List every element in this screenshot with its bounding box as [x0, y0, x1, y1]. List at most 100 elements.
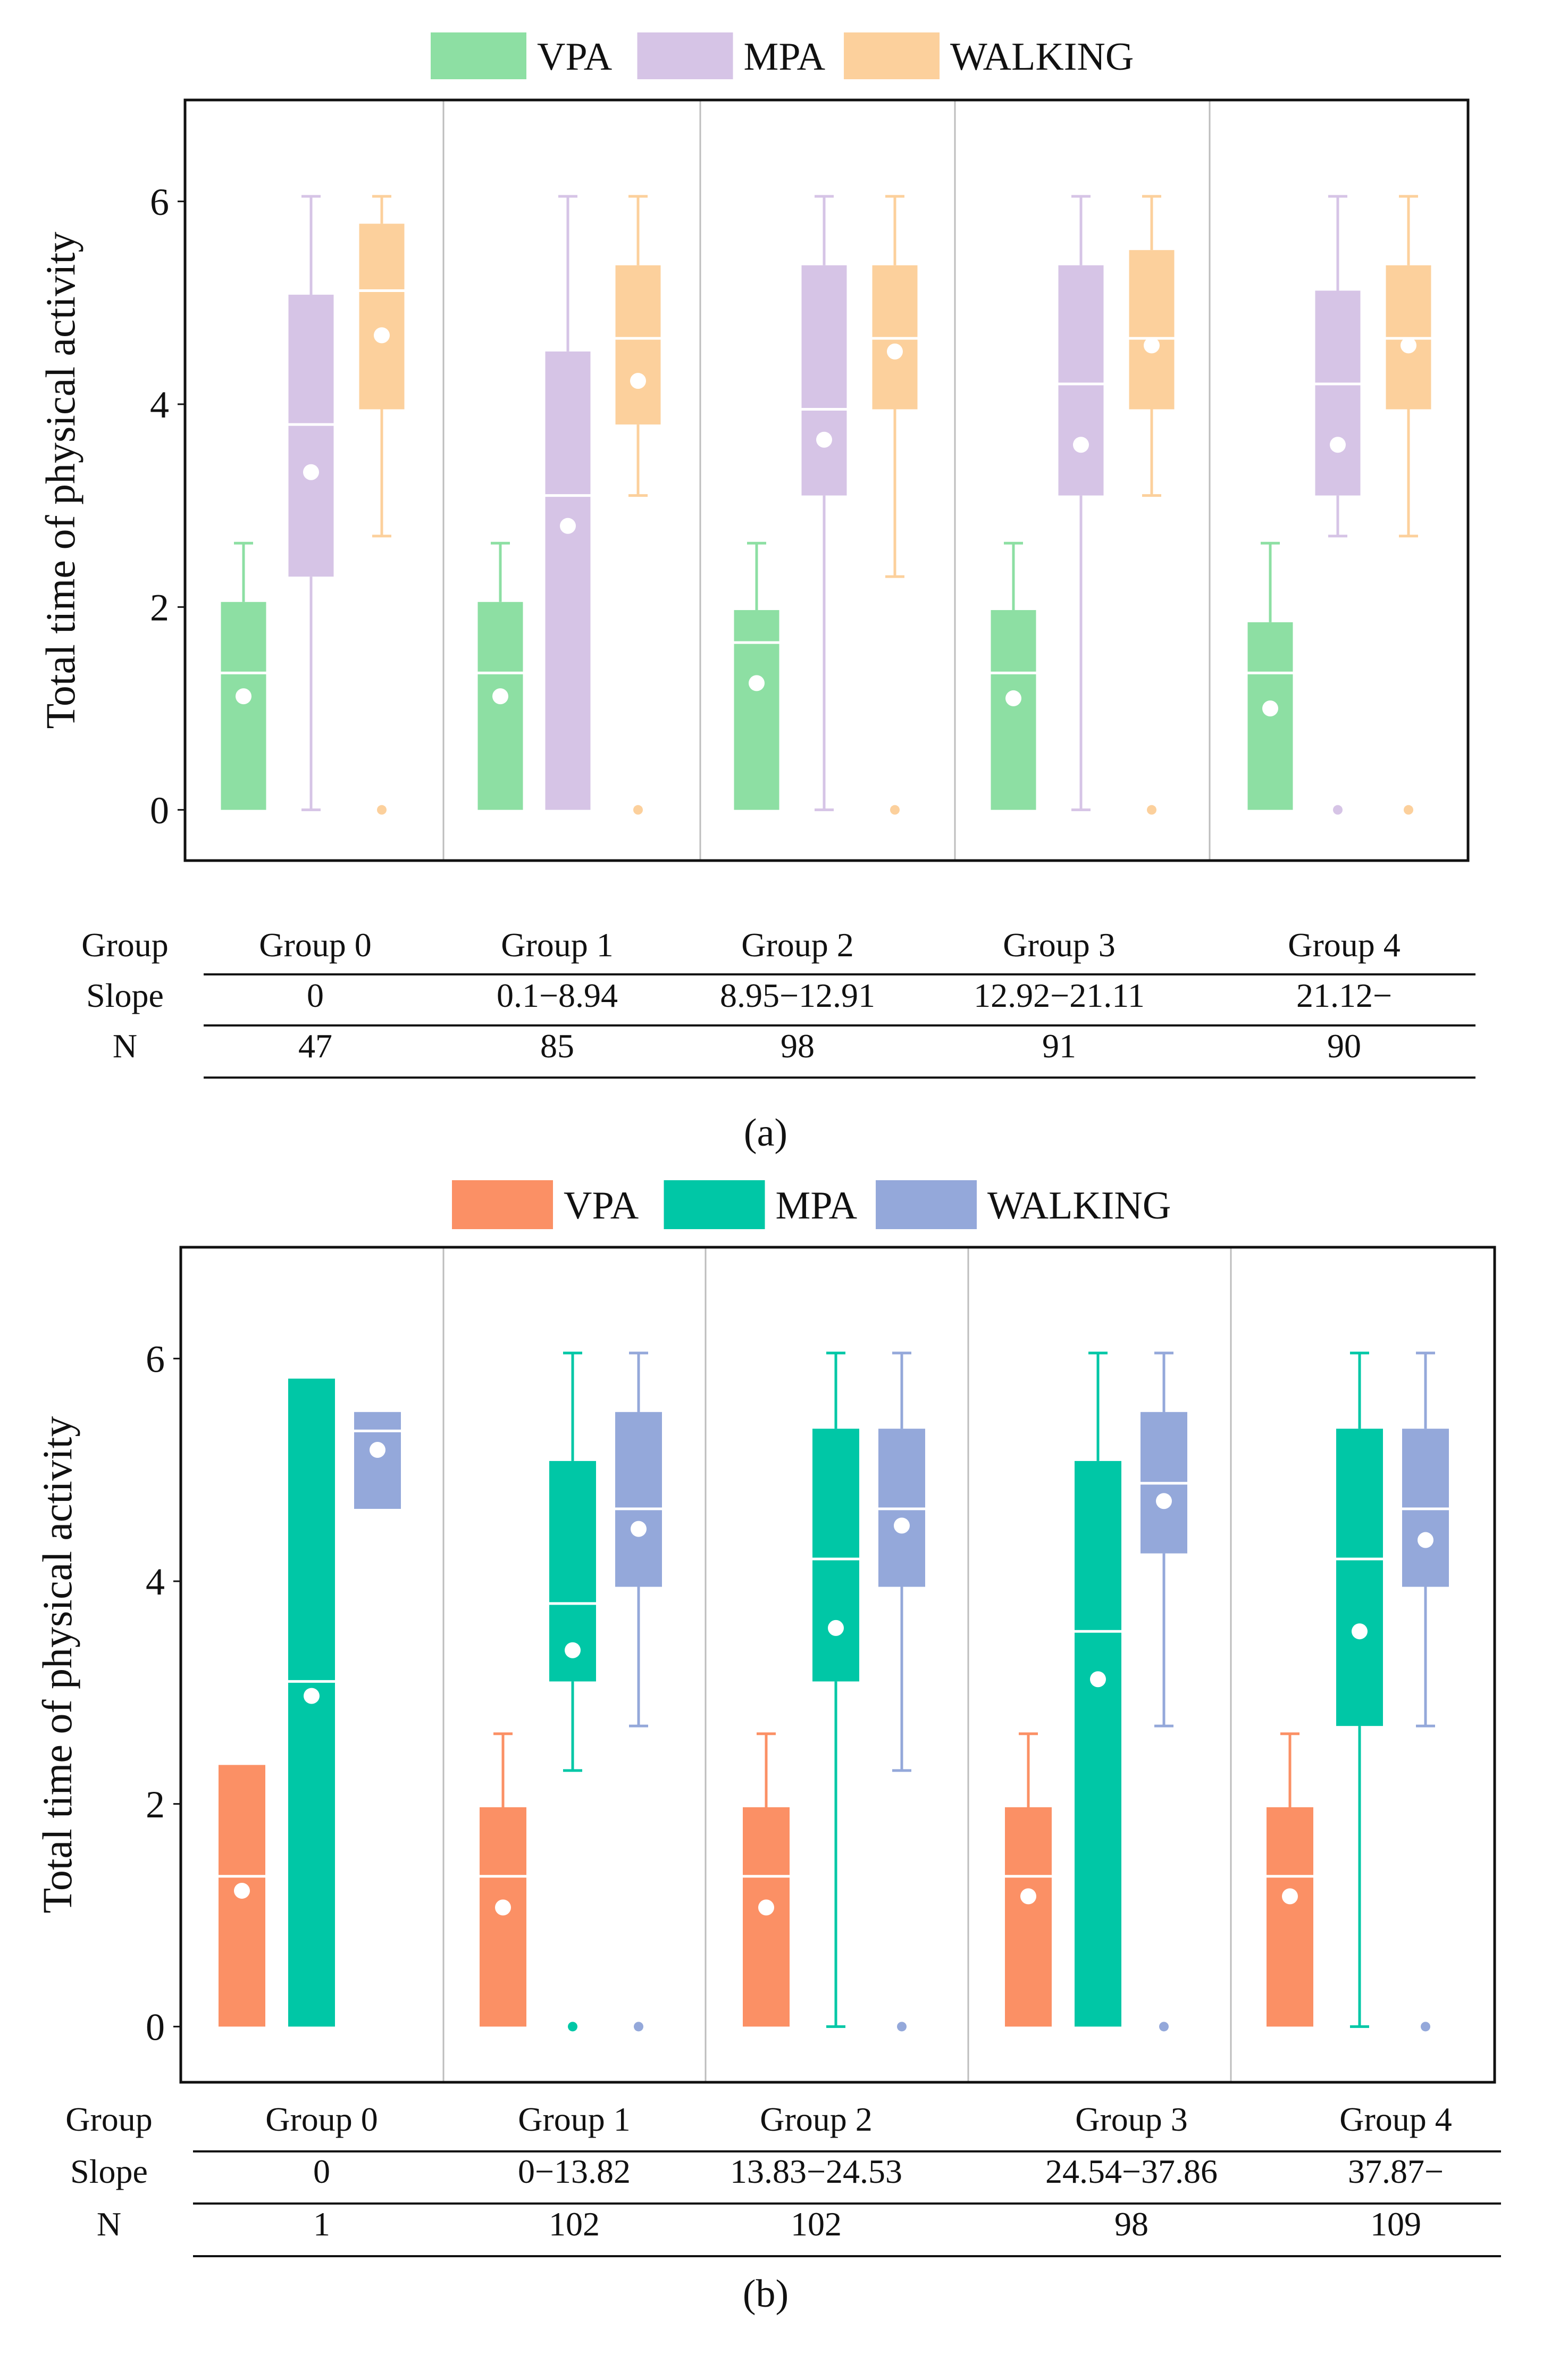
plot-frame [179, 1246, 1496, 2084]
box-iqr [1075, 1461, 1121, 2027]
legend-label-walking: WALKING [950, 35, 1134, 79]
mean-dot [1262, 700, 1278, 716]
y-tick-label: 6 [146, 1338, 165, 1381]
mean-dot [1352, 1623, 1368, 1640]
mean-dot [887, 343, 903, 360]
legend-label-walking: WALKING [987, 1184, 1171, 1228]
mean-dot [303, 464, 319, 480]
box-iqr [734, 610, 779, 810]
panel-caption: (a) [744, 1111, 787, 1155]
table-row-label-group: Group [65, 2100, 153, 2138]
outlier-point [1421, 2022, 1430, 2032]
box-iqr [354, 1412, 401, 1509]
box-walking-group-1 [615, 1351, 662, 2032]
table-row-label-slope: Slope [86, 977, 164, 1014]
table-group-cell: Group 3 [1075, 2100, 1188, 2138]
box-mpa-group-2 [812, 1351, 859, 2028]
legend-swatch-walking [844, 32, 940, 79]
box-walking-group-2 [878, 1351, 925, 2032]
plot-frame [183, 98, 1470, 862]
outlier-point [377, 805, 387, 815]
table-group-cell: Group 2 [741, 926, 854, 964]
box-iqr [615, 1412, 662, 1587]
table-row-label-group: Group [81, 926, 169, 964]
outlier-point [1333, 805, 1343, 815]
box-iqr [1267, 1807, 1313, 2027]
table-group-cell: Group 2 [760, 2100, 873, 2138]
mean-dot [560, 518, 576, 534]
table-row-label-slope: Slope [70, 2152, 148, 2190]
outlier-point [890, 805, 900, 815]
outlier-point [897, 2022, 907, 2032]
mean-dot [1005, 690, 1021, 706]
box-mpa-group-4 [1315, 195, 1361, 815]
legend-swatch-vpa [452, 1180, 553, 1229]
box-iqr [288, 295, 334, 577]
table-group-cell: Group 4 [1288, 926, 1401, 964]
box-walking-group-4 [1402, 1351, 1449, 2032]
box-iqr [1058, 265, 1104, 496]
table-slope-cell: 0 [313, 2152, 330, 2190]
outlier-point [1404, 805, 1413, 815]
mean-dot [1156, 1493, 1172, 1509]
table-group-cell: Group 1 [501, 926, 614, 964]
box-mpa-group-4 [1336, 1351, 1383, 2028]
box-iqr [480, 1807, 526, 2027]
box-vpa-group-1 [480, 1732, 526, 2027]
y-axis-label: Total time of physical activity [37, 232, 83, 729]
box-iqr [359, 223, 405, 410]
mean-dot [370, 1441, 385, 1458]
box-iqr [1129, 250, 1175, 410]
mean-dot [828, 1620, 844, 1636]
y-tick-label: 2 [150, 587, 169, 629]
box-iqr [1315, 290, 1361, 496]
box-mpa-group-0 [288, 195, 334, 812]
y-tick-label: 2 [146, 1783, 165, 1826]
outlier-point [633, 805, 643, 815]
outlier-point [1159, 2022, 1169, 2032]
table-slope-cell: 0.1−8.94 [497, 977, 618, 1014]
y-tick-label: 0 [146, 2006, 165, 2049]
box-vpa-group-4 [1267, 1732, 1313, 2027]
mean-dot [304, 1688, 320, 1704]
box-walking-group-2 [872, 195, 918, 815]
mean-dot [1073, 437, 1089, 453]
table-n-cell: 91 [1042, 1027, 1076, 1065]
box-iqr [477, 602, 523, 810]
table-n-cell: 85 [540, 1027, 574, 1065]
mean-dot [234, 1882, 250, 1899]
table-group-cell: Group 0 [259, 926, 372, 964]
box-mpa-group-1 [549, 1351, 596, 2032]
box-iqr [221, 602, 266, 810]
box-walking-group-0 [354, 1412, 401, 1509]
mean-dot [758, 1899, 774, 1916]
box-iqr [545, 351, 591, 810]
box-mpa-group-2 [801, 195, 847, 812]
legend-label-vpa: VPA [564, 1184, 639, 1228]
panel-caption: (b) [743, 2272, 789, 2316]
mean-dot [495, 1899, 511, 1916]
table-n-cell: 47 [298, 1027, 332, 1065]
table-n-cell: 102 [791, 2205, 842, 2243]
y-tick-label: 6 [150, 181, 169, 223]
box-walking-group-3 [1141, 1351, 1187, 2032]
table-n-cell: 1 [313, 2205, 330, 2243]
table-slope-cell: 13.83−24.53 [730, 2152, 902, 2190]
box-mpa-group-1 [545, 195, 591, 810]
legend: VPA MPA WALKING [431, 32, 1134, 79]
outlier-point [634, 2022, 643, 2032]
table-row-label-n: N [113, 1027, 137, 1065]
outlier-point [1147, 805, 1156, 815]
box-vpa-group-2 [734, 541, 779, 810]
legend-swatch-walking [876, 1180, 977, 1229]
mean-dot [630, 373, 646, 389]
legend-swatch-vpa [431, 32, 526, 79]
mean-dot [816, 431, 832, 448]
box-vpa-group-0 [221, 541, 266, 810]
box-walking-group-0 [359, 195, 405, 815]
legend: VPA MPA WALKING [452, 1180, 1171, 1229]
box-iqr [801, 265, 847, 496]
table-n-cell: 98 [1114, 2205, 1148, 2243]
y-tick-label: 4 [150, 383, 169, 426]
